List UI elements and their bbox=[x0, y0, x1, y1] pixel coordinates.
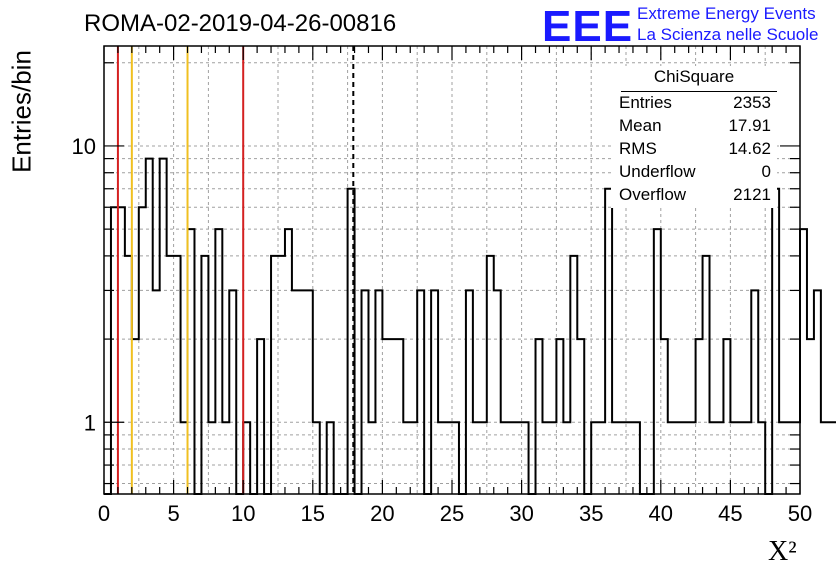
stats-key: Overflow bbox=[619, 185, 687, 204]
stats-value: 2121 bbox=[733, 185, 771, 204]
x-tick-label: 10 bbox=[231, 501, 255, 526]
stats-key: RMS bbox=[619, 139, 657, 158]
x-tick-label: 40 bbox=[649, 501, 673, 526]
eee-logo: EEE bbox=[542, 2, 634, 51]
stats-title-underline bbox=[621, 91, 777, 92]
y-tick-label: 10 bbox=[72, 134, 96, 159]
stats-value: 2353 bbox=[733, 93, 771, 112]
stats-value: 17.91 bbox=[728, 116, 771, 135]
stats-key: Mean bbox=[619, 116, 662, 135]
stats-box: ChiSquare Entries 2353 Mean 17.91 RMS 14… bbox=[611, 66, 777, 208]
brand-line-2: La Scienza nelle Scuole bbox=[637, 25, 819, 44]
stats-title: ChiSquare bbox=[653, 67, 735, 86]
chart-title: ROMA-02-2019-04-26-00816 bbox=[84, 10, 397, 37]
x-tick-label: 0 bbox=[98, 501, 110, 526]
stats-key: Underflow bbox=[619, 162, 696, 181]
x-tick-label: 45 bbox=[718, 501, 742, 526]
x-tick-label: 35 bbox=[579, 501, 603, 526]
y-axis-label-box: Entries/bin bbox=[2, 46, 42, 186]
stats-key: Entries bbox=[619, 93, 672, 112]
x-tick-label: 15 bbox=[301, 501, 325, 526]
x-tick-label: 50 bbox=[788, 501, 812, 526]
histogram-line bbox=[104, 157, 836, 495]
x-tick-label: 20 bbox=[370, 501, 394, 526]
x-tick-label: 25 bbox=[440, 501, 464, 526]
y-axis-label: Entries/bin bbox=[6, 50, 37, 173]
stats-value: 0 bbox=[761, 162, 771, 181]
x-tick-label: 5 bbox=[167, 501, 179, 526]
y-tick-label: 1 bbox=[84, 410, 96, 435]
brand-line-1: Extreme Energy Events bbox=[637, 4, 816, 23]
x-tick-label: 30 bbox=[509, 501, 533, 526]
stats-value: 14.62 bbox=[728, 139, 771, 158]
x-axis-label: X² bbox=[768, 536, 797, 567]
